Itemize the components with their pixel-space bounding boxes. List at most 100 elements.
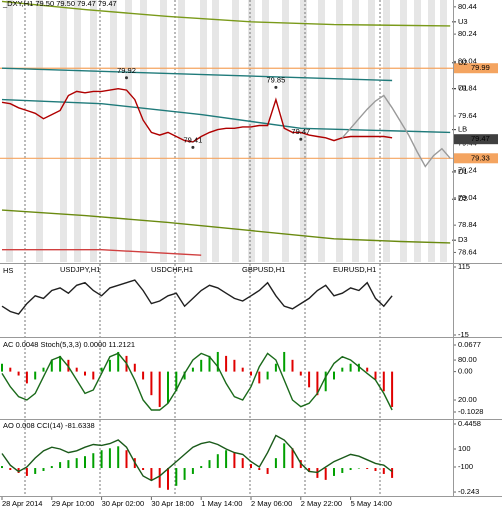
- session-stripe: [140, 0, 147, 262]
- bar: [274, 458, 277, 469]
- series-line: [1, 352, 393, 411]
- y-tick-label: 0.4458: [458, 419, 481, 428]
- session-stripe: [200, 0, 207, 262]
- y-tick-label: 79.64: [458, 111, 477, 120]
- session-stripe: [178, 0, 185, 262]
- bar: [233, 452, 236, 469]
- bar: [175, 468, 178, 486]
- bar: [75, 458, 78, 469]
- bar: [84, 371, 86, 376]
- session-stripe: [282, 0, 289, 262]
- panel-title: HS: [3, 266, 13, 275]
- y-tick-label: 80.00: [458, 355, 477, 364]
- session-stripe: [248, 0, 255, 262]
- session-stripe: [336, 0, 343, 262]
- price-box-label: 79.33: [471, 153, 490, 162]
- y-tick-label: 80.44: [458, 2, 477, 11]
- bar: [191, 367, 194, 372]
- symbol-label: USDCHF,H1: [151, 265, 193, 274]
- bar: [25, 468, 28, 476]
- peak-label: 79.41: [184, 135, 203, 144]
- session-stripe: [110, 0, 117, 262]
- bar: [308, 468, 311, 472]
- bar: [283, 351, 286, 372]
- bar: [349, 468, 352, 471]
- series-line: [1, 209, 451, 244]
- bar: [225, 450, 228, 469]
- bar: [133, 363, 136, 372]
- bar: [299, 371, 302, 376]
- bar: [366, 468, 369, 470]
- bar: [391, 468, 394, 478]
- last-price-label: 79.47: [471, 134, 490, 143]
- series-line: [1, 98, 451, 134]
- bar: [283, 443, 286, 469]
- y-tick-label: 0.0677: [458, 340, 481, 349]
- bar: [17, 468, 20, 473]
- bar: [117, 446, 120, 469]
- bar: [9, 367, 12, 372]
- session-stripe: [428, 0, 435, 262]
- bar: [341, 367, 344, 372]
- bar: [175, 371, 178, 392]
- series-line: [341, 94, 451, 168]
- series-line: [1, 0, 451, 27]
- panel-title: _DXY,H1 79.50 79.50 79.47 79.47: [2, 0, 117, 8]
- last-price-box: [454, 134, 498, 145]
- bar: [42, 367, 45, 372]
- y-tick-label: 80.24: [458, 29, 477, 38]
- session-stripe: [60, 0, 67, 262]
- bar: [108, 359, 111, 372]
- bar: [1, 363, 3, 372]
- bar: [216, 454, 219, 469]
- bar: [382, 468, 385, 474]
- bar: [50, 359, 53, 372]
- bar: [324, 371, 327, 392]
- bar: [92, 371, 95, 380]
- symbol-label: USDJPY,H1: [60, 265, 100, 274]
- session-stripe: [368, 0, 375, 262]
- bar: [50, 466, 53, 469]
- series-line: [1, 279, 393, 315]
- price-box-label: 79.99: [471, 63, 490, 72]
- bar: [250, 464, 252, 469]
- x-tick-label: 30 Apr 02:00: [102, 499, 145, 508]
- bar: [291, 448, 294, 469]
- bar: [100, 450, 103, 469]
- y-tick-label: 0.00: [458, 367, 473, 376]
- level-label: D1: [458, 167, 468, 176]
- bar: [75, 367, 78, 372]
- bar: [158, 371, 161, 407]
- y-tick-label: 78.84: [458, 220, 477, 229]
- peak-label: 79.47: [291, 127, 310, 136]
- y-tick-label: -15: [458, 330, 469, 339]
- bar: [258, 468, 261, 471]
- series-line: [2, 249, 202, 256]
- bar: [100, 367, 103, 372]
- panel-title: AC 0.0048 Stoch(5,3,3) 0.0000 11.2121: [3, 340, 135, 349]
- series-line: [1, 434, 393, 482]
- session-stripe: [6, 0, 13, 262]
- y-tick-label: 79.04: [458, 193, 477, 202]
- bar: [308, 371, 311, 388]
- bar: [108, 448, 111, 469]
- bar: [366, 367, 369, 372]
- y-tick-label: 20.00: [458, 395, 477, 404]
- bar: [59, 462, 62, 469]
- x-tick-label: 28 Apr 2014: [2, 499, 42, 508]
- bar: [291, 359, 294, 372]
- y-tick-label: -100: [458, 462, 473, 471]
- bar: [266, 371, 269, 380]
- bar: [125, 450, 128, 469]
- bar: [1, 466, 3, 469]
- bar: [349, 363, 352, 372]
- bar: [42, 468, 45, 471]
- bar: [167, 371, 169, 404]
- bar: [183, 468, 186, 480]
- price-box: [454, 153, 498, 164]
- y-tick-label: -0.1028: [458, 407, 483, 416]
- session-stripe: [440, 0, 447, 262]
- level-label: U1: [458, 84, 468, 93]
- bar: [200, 359, 203, 372]
